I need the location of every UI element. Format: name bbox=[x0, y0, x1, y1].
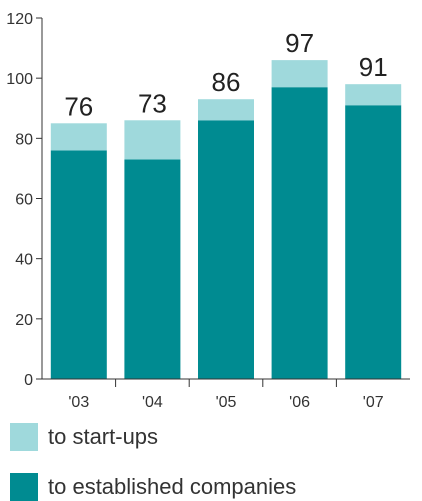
y-tick-label: 60 bbox=[15, 192, 33, 209]
y-tick-label: 0 bbox=[24, 372, 33, 389]
bar-start-ups bbox=[198, 99, 254, 121]
bar-value-label: 97 bbox=[285, 28, 314, 58]
bar-value-label: 91 bbox=[359, 52, 388, 82]
x-tick-label: '04 bbox=[142, 394, 163, 411]
bar-value-label: 86 bbox=[212, 67, 241, 97]
bars bbox=[50, 60, 402, 380]
x-tick-label: '06 bbox=[289, 394, 310, 411]
y-tick-label: 120 bbox=[6, 11, 33, 28]
bar-established-companies bbox=[124, 159, 181, 379]
bar-start-ups bbox=[345, 84, 402, 106]
legend-swatch-start-ups bbox=[10, 423, 38, 451]
y-tick-label: 40 bbox=[15, 252, 33, 269]
bar-value-label: 76 bbox=[64, 91, 93, 121]
x-tick-label: '07 bbox=[363, 394, 384, 411]
bar-established-companies bbox=[198, 120, 254, 380]
legend-swatch-established-companies bbox=[10, 473, 38, 501]
y-tick-label: 20 bbox=[15, 312, 33, 329]
bar-value-label: 73 bbox=[138, 88, 167, 118]
x-tick-label: '05 bbox=[216, 394, 237, 411]
y-tick-label: 80 bbox=[15, 131, 33, 148]
legend-label-established-companies: to established companies bbox=[48, 474, 297, 499]
bar-established-companies bbox=[50, 150, 107, 379]
x-axis: '03 '04 '05 '06 '07 bbox=[42, 378, 410, 411]
legend-item-start-ups: to start-ups bbox=[10, 423, 158, 451]
bar-start-ups bbox=[271, 60, 328, 88]
bar-established-companies bbox=[271, 87, 328, 380]
y-axis: 0 20 40 60 80 100 120 bbox=[6, 11, 43, 389]
legend-item-established-companies: to established companies bbox=[10, 473, 296, 501]
y-tick-label: 100 bbox=[6, 71, 33, 88]
bar-start-ups bbox=[124, 120, 181, 160]
bar-start-ups bbox=[50, 123, 107, 151]
legend-label-start-ups: to start-ups bbox=[48, 424, 159, 449]
data-labels: 76 73 86 97 91 bbox=[64, 28, 387, 121]
x-tick-label: '03 bbox=[68, 394, 89, 411]
bar-established-companies bbox=[345, 105, 402, 379]
